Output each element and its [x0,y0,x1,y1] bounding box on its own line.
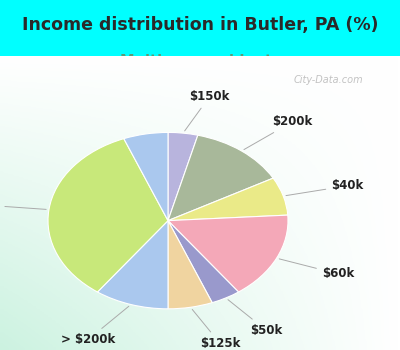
Text: $20k: $20k [0,198,46,211]
Wedge shape [124,132,168,220]
Text: $60k: $60k [279,259,354,280]
Wedge shape [168,215,288,292]
Text: $200k: $200k [244,116,312,149]
Wedge shape [168,220,212,309]
Wedge shape [168,178,288,220]
Text: > $200k: > $200k [61,306,129,346]
Text: Income distribution in Butler, PA (%): Income distribution in Butler, PA (%) [22,16,378,34]
Wedge shape [168,220,238,303]
Wedge shape [168,132,198,220]
Text: $150k: $150k [185,90,230,131]
Wedge shape [98,220,168,309]
Text: $50k: $50k [228,300,282,337]
Text: City-Data.com: City-Data.com [293,75,363,84]
Text: $40k: $40k [286,179,364,196]
Text: $125k: $125k [192,309,240,350]
Text: Multirace residents: Multirace residents [120,54,280,69]
Wedge shape [168,135,273,220]
Wedge shape [48,139,168,292]
